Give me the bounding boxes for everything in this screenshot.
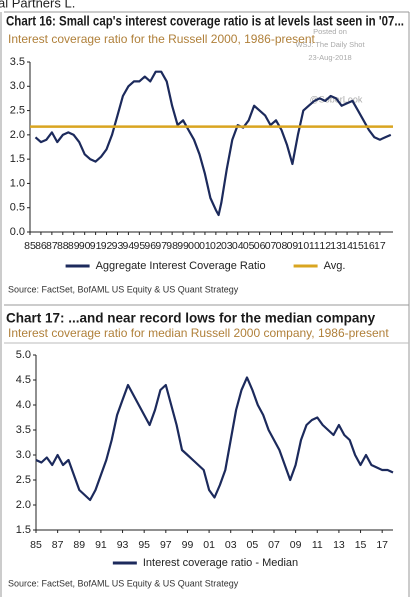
x-tick-label: 91 <box>90 240 102 252</box>
x-tick-label: 14 <box>341 240 353 252</box>
x-tick-label: 08 <box>276 240 288 252</box>
x-tick-label: 87 <box>46 240 58 252</box>
x-tick-label: 97 <box>160 539 172 551</box>
watermark: Posted on <box>313 27 347 36</box>
x-tick-label: 95 <box>138 539 150 551</box>
x-tick-label: 09 <box>290 539 302 551</box>
x-tick-label: 91 <box>95 539 107 551</box>
x-tick-label: 86 <box>35 240 47 252</box>
x-tick-label: 90 <box>79 240 91 252</box>
x-tick-label: 05 <box>247 539 259 551</box>
x-tick-label: 15 <box>352 240 364 252</box>
legend-label: Aggregate Interest Coverage Ratio <box>96 260 266 272</box>
x-tick-label: 16 <box>363 240 375 252</box>
x-tick-label: 98 <box>166 240 178 252</box>
x-tick-label: 89 <box>73 539 85 551</box>
x-tick-label: 94 <box>123 240 135 252</box>
x-tick-label: 17 <box>376 539 388 551</box>
legend-label: Avg. <box>324 260 346 272</box>
x-tick-label: 99 <box>182 539 194 551</box>
x-tick-label: 96 <box>144 240 156 252</box>
chart-subtitle: Interest coverage ratio for the Russell … <box>8 32 316 46</box>
x-tick-label: 93 <box>112 240 124 252</box>
y-tick-label: 1.5 <box>10 153 25 165</box>
series-line <box>35 376 394 502</box>
y-tick-label: 4.5 <box>16 374 31 386</box>
x-tick-label: 17 <box>374 240 386 252</box>
y-tick-label: 3.0 <box>10 80 25 92</box>
x-tick-label: 03 <box>221 240 233 252</box>
x-tick-label: 15 <box>355 539 367 551</box>
y-tick-label: 1.5 <box>16 524 31 536</box>
y-tick-label: 1.0 <box>10 177 25 189</box>
x-tick-label: 11 <box>312 539 323 551</box>
x-tick-label: 87 <box>52 539 64 551</box>
x-tick-label: 07 <box>268 539 280 551</box>
x-tick-label: 00 <box>188 240 200 252</box>
x-tick-label: 92 <box>101 240 113 252</box>
y-tick-label: 3.5 <box>10 56 25 68</box>
x-tick-label: 09 <box>287 240 299 252</box>
x-tick-label: 04 <box>232 240 244 252</box>
y-tick-label: 5.0 <box>16 349 31 361</box>
x-tick-label: 93 <box>117 539 129 551</box>
y-tick-label: 3.5 <box>16 424 31 436</box>
watermark: WSJ: The Daily Shot <box>295 40 365 49</box>
y-tick-label: 4.0 <box>16 399 31 411</box>
x-tick-label: 95 <box>133 240 145 252</box>
x-tick-label: 13 <box>330 240 342 252</box>
x-tick-label: 12 <box>319 240 331 252</box>
y-tick-label: 2.5 <box>16 474 31 486</box>
y-tick-label: 0.5 <box>10 202 25 214</box>
y-tick-label: 2.0 <box>10 129 25 141</box>
y-tick-label: 2.5 <box>10 104 25 116</box>
source: Source: FactSet, BofAML US Equity & US Q… <box>8 578 239 588</box>
y-tick-label: 2.0 <box>16 499 31 511</box>
watermark: 23-Aug-2018 <box>308 53 351 62</box>
x-tick-label: 89 <box>68 240 80 252</box>
y-tick-label: 0.0 <box>10 226 25 238</box>
y-tick-label: 3.0 <box>16 449 31 461</box>
chart-subtitle: Interest coverage ratio for median Russe… <box>8 326 389 340</box>
series-line <box>34 70 392 217</box>
x-tick-label: 05 <box>243 240 255 252</box>
x-tick-label: 07 <box>265 240 277 252</box>
x-tick-label: 06 <box>254 240 266 252</box>
x-tick-label: 85 <box>30 539 42 551</box>
legend-label: Interest coverage ratio - Median <box>143 557 298 569</box>
clipped-text: al Partners L. <box>0 0 75 10</box>
x-tick-label: 85 <box>24 240 36 252</box>
x-tick-label: 88 <box>57 240 69 252</box>
x-tick-label: 03 <box>225 539 237 551</box>
x-tick-label: 99 <box>177 240 189 252</box>
x-tick-label: 01 <box>203 539 215 551</box>
x-tick-label: 10 <box>297 240 309 252</box>
x-tick-label: 13 <box>333 539 345 551</box>
x-tick-label: 02 <box>210 240 222 252</box>
x-tick-label: 97 <box>155 240 167 252</box>
x-tick-label: 01 <box>199 240 211 252</box>
source: Source: FactSet, BofAML US Equity & US Q… <box>8 284 239 294</box>
chart-title: Chart 17: ...and near record lows for th… <box>6 311 376 326</box>
chart-title: Chart 16: Small cap's interest coverage … <box>6 14 404 29</box>
x-tick-label: 11 <box>309 240 320 252</box>
